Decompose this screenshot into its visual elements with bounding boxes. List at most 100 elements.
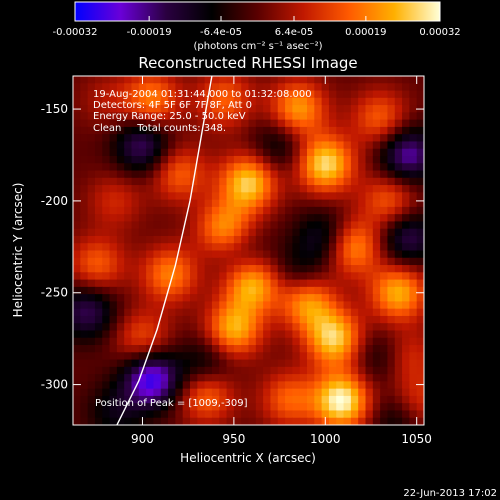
heatmap-cell bbox=[336, 323, 345, 332]
heatmap-cell bbox=[299, 308, 308, 317]
y-axis-label: Heliocentric Y (arcsec) bbox=[11, 183, 25, 318]
heatmap-cell bbox=[380, 199, 389, 208]
heatmap-cell bbox=[416, 97, 424, 106]
heatmap-cell bbox=[285, 221, 293, 230]
heatmap-cell bbox=[241, 265, 250, 273]
heatmap-cell bbox=[365, 148, 374, 157]
heatmap-cell bbox=[131, 330, 140, 339]
heatmap-cell bbox=[175, 410, 184, 419]
heatmap-cell bbox=[131, 105, 140, 113]
heatmap-cell bbox=[94, 315, 103, 324]
colorbar-tick-label: -6.4e-05 bbox=[200, 27, 242, 38]
heatmap-cell bbox=[153, 315, 162, 324]
heatmap-cell bbox=[146, 315, 155, 324]
heatmap-cell bbox=[116, 155, 125, 164]
footer-timestamp: 22-Jun-2013 17:02 bbox=[403, 488, 497, 499]
heatmap-cell bbox=[168, 170, 176, 179]
heatmap-cell bbox=[138, 148, 147, 157]
heatmap-cell bbox=[394, 177, 403, 186]
heatmap-cell bbox=[416, 330, 424, 339]
heatmap-cell bbox=[343, 388, 352, 397]
heatmap-cell bbox=[168, 206, 176, 215]
heatmap-cell bbox=[299, 192, 308, 201]
heatmap-cell bbox=[241, 192, 250, 201]
heatmap-cell bbox=[328, 228, 337, 237]
heatmap-cell bbox=[402, 410, 410, 419]
heatmap-cell bbox=[328, 250, 337, 259]
heatmap-cell bbox=[146, 199, 155, 208]
heatmap-cell bbox=[299, 330, 308, 339]
heatmap-cell bbox=[226, 105, 235, 113]
heatmap-cell bbox=[146, 170, 155, 179]
heatmap-cell bbox=[292, 221, 301, 230]
heatmap-cell bbox=[219, 170, 228, 179]
heatmap-cell bbox=[248, 345, 257, 353]
heatmap-cell bbox=[146, 177, 155, 186]
heatmap-cell bbox=[380, 294, 389, 302]
heatmap-cell bbox=[116, 366, 125, 375]
heatmap-cell bbox=[248, 388, 257, 397]
heatmap-cell bbox=[365, 228, 374, 237]
heatmap-cell bbox=[146, 323, 155, 332]
heatmap-cell bbox=[241, 97, 250, 106]
heatmap-cell bbox=[94, 323, 103, 332]
heatmap-cell bbox=[314, 294, 323, 302]
heatmap-cell bbox=[314, 83, 323, 92]
heatmap-cell bbox=[87, 126, 96, 135]
heatmap-cell bbox=[138, 243, 147, 252]
heatmap-cell bbox=[160, 243, 169, 252]
heatmap-cell bbox=[277, 359, 286, 368]
heatmap-cell bbox=[160, 286, 169, 295]
heatmap-cell bbox=[73, 315, 81, 324]
heatmap-cell bbox=[146, 235, 155, 244]
heatmap-cell bbox=[328, 155, 337, 164]
heatmap-cell bbox=[372, 163, 381, 172]
heatmap-cell bbox=[365, 417, 374, 425]
heatmap-cell bbox=[321, 352, 330, 361]
heatmap-cell bbox=[160, 395, 169, 404]
heatmap-cell bbox=[350, 337, 359, 346]
heatmap-cell bbox=[285, 243, 293, 252]
heatmap-cell bbox=[263, 185, 272, 193]
heatmap-cell bbox=[153, 388, 162, 397]
heatmap-cell bbox=[336, 126, 345, 135]
heatmap-cell bbox=[299, 170, 308, 179]
colorbar-tick-label: 0.00019 bbox=[345, 27, 386, 38]
heatmap-cell bbox=[292, 76, 301, 84]
heatmap-cell bbox=[270, 272, 279, 281]
heatmap-cell bbox=[277, 155, 286, 164]
heatmap-cell bbox=[73, 323, 81, 332]
heatmap-cell bbox=[402, 257, 410, 266]
heatmap-cell bbox=[87, 163, 96, 172]
heatmap-cell bbox=[387, 388, 396, 397]
heatmap-cell bbox=[226, 214, 235, 223]
heatmap-cell bbox=[394, 192, 403, 201]
heatmap-cell bbox=[124, 395, 133, 404]
heatmap-cell bbox=[263, 163, 272, 172]
heatmap-cell bbox=[372, 97, 381, 106]
heatmap-cell bbox=[190, 228, 198, 237]
heatmap-cell bbox=[380, 119, 389, 128]
heatmap-cell bbox=[94, 265, 103, 273]
heatmap-cell bbox=[336, 294, 345, 302]
heatmap-cell bbox=[380, 141, 389, 150]
heatmap-cell bbox=[73, 214, 81, 223]
heatmap-cell bbox=[138, 345, 147, 353]
heatmap-cell bbox=[124, 199, 133, 208]
heatmap-cell bbox=[219, 76, 228, 84]
heatmap-cell bbox=[131, 148, 140, 157]
heatmap-cell bbox=[138, 177, 147, 186]
heatmap-cell bbox=[116, 381, 125, 390]
heatmap-cell bbox=[168, 126, 176, 135]
heatmap-cell bbox=[314, 177, 323, 186]
heatmap-cell bbox=[336, 192, 345, 201]
heatmap-cell bbox=[387, 228, 396, 237]
heatmap-cell bbox=[168, 315, 176, 324]
heatmap-cell bbox=[380, 170, 389, 179]
heatmap-cell bbox=[343, 141, 352, 150]
heatmap-cell bbox=[321, 330, 330, 339]
heatmap-cell bbox=[416, 148, 424, 157]
heatmap-cell bbox=[94, 279, 103, 288]
heatmap-cell bbox=[116, 199, 125, 208]
heatmap-cell bbox=[153, 308, 162, 317]
